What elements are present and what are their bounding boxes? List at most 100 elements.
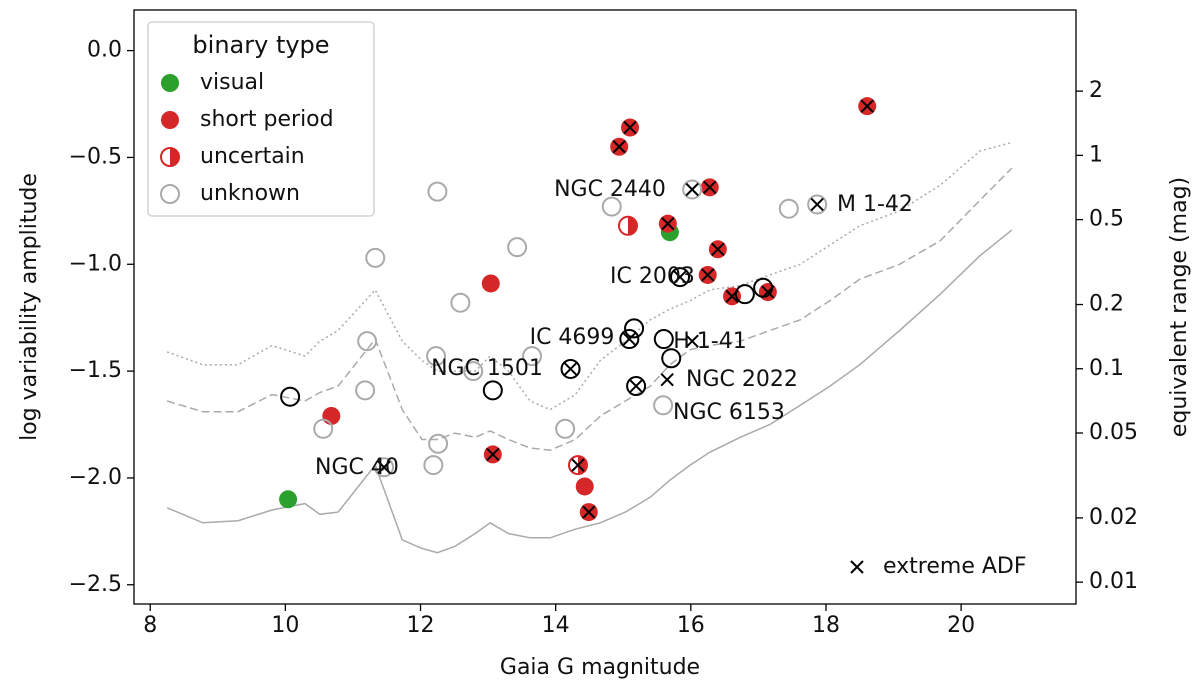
point [571, 458, 585, 472]
point [701, 268, 715, 282]
x-tick-label: 12 [407, 613, 435, 638]
point [357, 331, 378, 352]
marker-cross [703, 180, 717, 195]
x-tick-label: 18 [812, 613, 840, 638]
point [280, 386, 301, 407]
point-annotation: NGC 6153 [673, 400, 785, 425]
marker-cross [860, 99, 874, 113]
x-tick-label: 16 [677, 613, 705, 638]
point-annotation: NGC 40 [315, 455, 399, 480]
marker-cross [725, 289, 739, 304]
y2-tick-label: 0.05 [1089, 420, 1138, 445]
marker-cross [563, 362, 578, 376]
point [761, 285, 775, 299]
point [810, 197, 824, 212]
x-tick-label: 20 [947, 613, 975, 638]
point [622, 332, 637, 346]
point [522, 346, 543, 367]
point [463, 361, 484, 382]
marker-cross [685, 334, 699, 348]
point [450, 292, 471, 313]
marker-cross [761, 285, 775, 299]
y-tick-label: −1.5 [69, 358, 122, 383]
point [279, 490, 298, 509]
marker-cross [622, 332, 637, 346]
point [374, 457, 395, 478]
point [685, 182, 699, 197]
point [734, 284, 755, 305]
point [623, 120, 637, 135]
point [313, 418, 334, 439]
point-annotation: NGC 2440 [554, 177, 666, 202]
legend-label: extreme ADF [883, 554, 1027, 579]
point [507, 237, 528, 258]
marker-cross [661, 216, 675, 231]
point [860, 99, 874, 113]
marker-cross [685, 182, 699, 197]
point-annotation: NGC 2022 [686, 367, 798, 392]
point-annotation: NGC 1501 [431, 356, 543, 381]
y-tick-label: −2.5 [69, 572, 122, 597]
point [482, 380, 503, 401]
legend-title: binary type [192, 31, 329, 59]
point [653, 329, 674, 350]
x-tick-label: 10 [271, 613, 299, 638]
legend-marker [161, 74, 179, 92]
marker-cross [673, 270, 687, 284]
legend-box [147, 21, 375, 217]
legend-marker [161, 111, 179, 129]
y2-axis-label: equivalent range (mag) [1167, 177, 1192, 437]
x-tick-label: 8 [143, 613, 157, 638]
marker-cross [377, 460, 391, 474]
y2-tick-label: 0.2 [1089, 292, 1124, 317]
point [725, 289, 739, 304]
point [711, 242, 725, 257]
threshold-line [166, 229, 1013, 554]
point-annotation: IC 2003 [610, 264, 695, 289]
point [601, 196, 622, 217]
point [660, 372, 674, 387]
legend-label: unknown [200, 181, 300, 206]
y2-tick-label: 0.01 [1089, 569, 1138, 594]
marker-cross [612, 140, 626, 154]
point-annotation: H 1-41 [673, 329, 746, 354]
marker-half [170, 148, 179, 166]
point [619, 329, 640, 350]
point [685, 334, 699, 348]
marker-cross [629, 379, 643, 393]
point [626, 376, 647, 397]
y2-tick-label: 1 [1089, 142, 1103, 167]
marker-cross [701, 268, 715, 282]
point [481, 274, 500, 293]
marker-cross [810, 197, 824, 212]
y-tick-label: 0.0 [87, 38, 122, 63]
y-tick-label: −1.0 [69, 251, 122, 276]
plot-frame [133, 9, 1077, 605]
point [365, 247, 386, 268]
marker-cross [582, 505, 596, 519]
point [670, 267, 691, 288]
point [703, 180, 717, 195]
point [575, 477, 594, 496]
y-tick-label: −2.0 [69, 465, 122, 490]
point-annotation: M 1-42 [837, 192, 913, 217]
x-axis-label: Gaia G magnitude [500, 655, 700, 680]
marker-cross [660, 372, 674, 387]
marker-half [627, 216, 637, 235]
point [778, 198, 799, 219]
point [807, 194, 828, 215]
legend-marker [850, 560, 864, 574]
point [560, 358, 581, 379]
point [322, 406, 341, 425]
threshold-line [166, 167, 1013, 451]
legend-marker [160, 147, 180, 167]
y2-tick-label: 0.5 [1089, 207, 1124, 232]
point [423, 455, 444, 476]
point [563, 362, 578, 376]
legend-marker [160, 184, 180, 204]
point [377, 460, 391, 474]
marker-half [577, 456, 587, 475]
point [661, 216, 675, 231]
marker-cross [711, 242, 725, 257]
point [617, 215, 638, 236]
